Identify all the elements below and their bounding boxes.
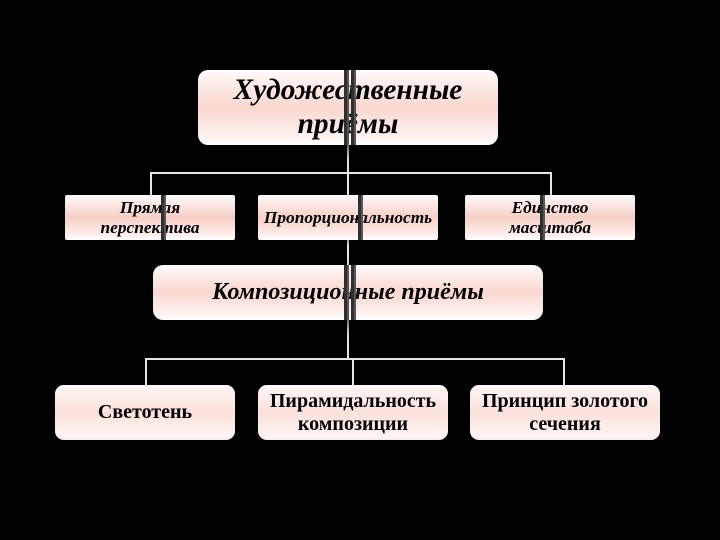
branch-label: Пропорциональность bbox=[264, 208, 432, 228]
connector-line bbox=[347, 145, 349, 195]
connector-line bbox=[145, 358, 147, 385]
node-divider bbox=[540, 195, 545, 240]
leaf-node-golden-ratio: Принцип золотого сечения bbox=[470, 385, 660, 440]
composition-node: Композиционные приёмы bbox=[153, 265, 543, 320]
node-divider bbox=[351, 265, 356, 320]
branch-label: Единство масштаба bbox=[475, 198, 625, 238]
node-divider bbox=[344, 70, 349, 145]
node-divider bbox=[351, 70, 356, 145]
leaf-label: Светотень bbox=[98, 401, 192, 424]
leaf-label: Пирамидальность композиции bbox=[268, 390, 438, 436]
connector-line bbox=[550, 172, 552, 195]
connector-line bbox=[563, 358, 565, 385]
leaf-node-pyramidal: Пирамидальность композиции bbox=[258, 385, 448, 440]
leaf-label: Принцип золотого сечения bbox=[480, 390, 650, 436]
root-node: Художественные приёмы bbox=[198, 70, 498, 145]
branch-node-perspective: Прямая перспектива bbox=[65, 195, 235, 240]
node-divider bbox=[358, 195, 363, 240]
branch-node-proportion: Пропорциональность bbox=[258, 195, 438, 240]
connector-line bbox=[347, 320, 349, 360]
node-divider bbox=[161, 195, 166, 240]
connector-line bbox=[347, 240, 349, 265]
connector-line bbox=[352, 358, 354, 385]
node-divider bbox=[344, 265, 349, 320]
branch-label: Прямая перспектива bbox=[75, 198, 225, 238]
connector-line bbox=[150, 172, 152, 195]
connector-line bbox=[150, 172, 550, 174]
leaf-node-chiaroscuro: Светотень bbox=[55, 385, 235, 440]
connector-line bbox=[145, 358, 565, 360]
branch-node-scale: Единство масштаба bbox=[465, 195, 635, 240]
